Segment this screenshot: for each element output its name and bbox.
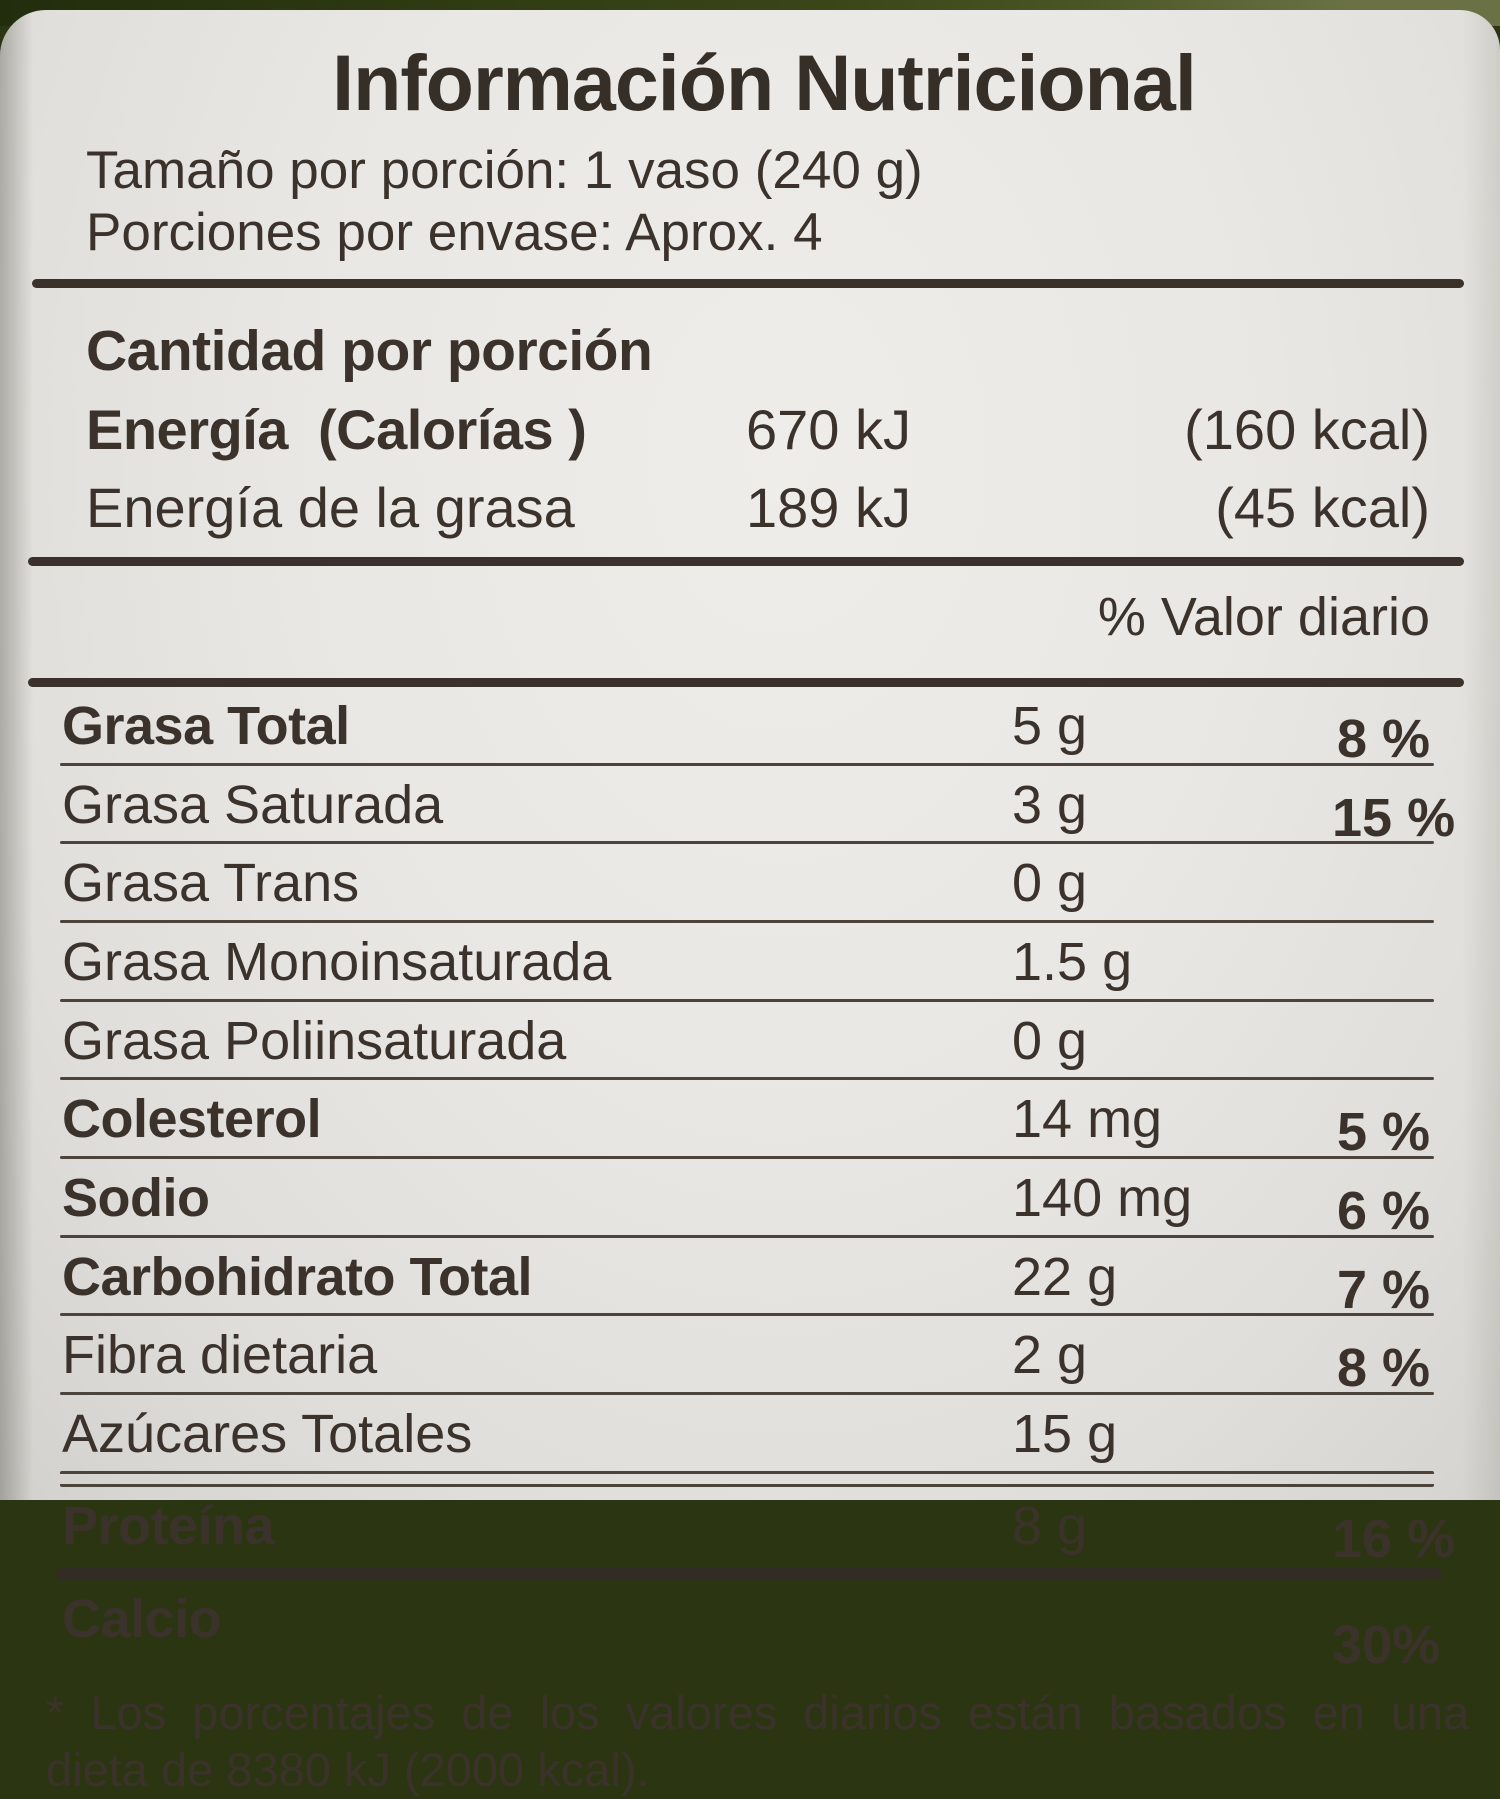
nutrient-name: Grasa Total xyxy=(62,695,350,756)
nutrition-label: Información Nutricional Tamaño por porci… xyxy=(0,10,1500,1796)
divider-thick-1 xyxy=(32,279,1464,289)
nutrient-row: Grasa Total 5 g 8 % xyxy=(58,687,1470,767)
nutrient-dv: 8 % xyxy=(1336,1338,1430,1399)
divider-thick-3 xyxy=(28,677,1464,687)
nutrient-amount: 15 g xyxy=(1012,1404,1118,1465)
nutrient-name: Azúcares Totales xyxy=(62,1404,473,1465)
servings-per-container: Porciones por envase: Aprox. 4 xyxy=(86,202,823,262)
nutrient-row: Azúcares Totales 15 g xyxy=(58,1395,1470,1469)
energy-kj: 670 kJ xyxy=(746,398,911,462)
serving-info: Tamaño por porción: 1 vaso (240 g) Porci… xyxy=(86,140,1470,263)
nutrient-amount: 0 g xyxy=(1012,853,1088,914)
row-divider xyxy=(60,919,1434,923)
nutrient-row: Colesterol 14 mg 5 % xyxy=(58,1080,1470,1160)
row-divider xyxy=(60,1156,1434,1159)
row-divider xyxy=(60,1313,1434,1317)
nutrient-dv: 6 % xyxy=(1336,1181,1430,1241)
serving-size: Tamaño por porción: 1 vaso (240 g) xyxy=(86,141,923,201)
nutrient-amount: 1.5 g xyxy=(1012,931,1133,992)
nutrient-dv: 16 % xyxy=(1332,1508,1456,1569)
nutrient-name: Proteína xyxy=(62,1495,275,1556)
daily-value-header: % Valor diario xyxy=(1097,586,1430,647)
nutrient-amount: 140 mg xyxy=(1012,1168,1193,1228)
nutrient-name: Grasa Poliinsaturada xyxy=(62,1010,567,1071)
nutrient-name: Grasa Saturada xyxy=(62,774,444,835)
nutrient-dv: 15 % xyxy=(1332,787,1456,848)
nutrient-amount: 0 g xyxy=(1012,1010,1088,1071)
energy-row-fat: Energía de la grasa 189 kJ (45 kcal) xyxy=(86,476,1470,540)
nutrient-dv: 5 % xyxy=(1336,1102,1430,1163)
divider-heavy xyxy=(56,1568,1442,1581)
label-title: Información Nutricional xyxy=(332,38,1197,127)
nutrient-dv: 7 % xyxy=(1336,1259,1430,1320)
row-divider xyxy=(60,841,1434,845)
nutrient-amount: 5 g xyxy=(1012,695,1088,756)
row-divider xyxy=(60,1234,1434,1238)
footnote-line-2: dieta de 8380 kJ (2000 kcal). xyxy=(46,1743,650,1797)
nutrient-amount: 3 g xyxy=(1012,774,1088,835)
nutrient-row: Grasa Monoinsaturada 1.5 g xyxy=(58,923,1470,997)
row-divider xyxy=(60,1077,1434,1081)
nutrient-name: Fibra dietaria xyxy=(62,1325,378,1386)
energy-fat-name: Energía de la grasa xyxy=(86,476,575,540)
nutrient-name: Colesterol xyxy=(62,1089,322,1150)
nutrient-amount: 8 g xyxy=(1012,1495,1088,1556)
nutrient-amount: 22 g xyxy=(1012,1246,1118,1307)
energy-row-calories: Energía (Calorías ) 670 kJ (160 kcal) xyxy=(86,398,1470,462)
nutrient-row: Grasa Trans 0 g xyxy=(58,844,1470,918)
divider-thick-2 xyxy=(28,556,1464,566)
nutrient-row: Grasa Poliinsaturada 0 g xyxy=(58,1002,1470,1076)
nutrient-dv: 30% xyxy=(1332,1615,1441,1676)
nutrient-dv: 8 % xyxy=(1336,708,1430,769)
amount-per-serving-header: Cantidad por porción xyxy=(86,319,653,384)
nutrient-name: Grasa Trans xyxy=(62,853,360,914)
energy-fat-kcal: (45 kcal) xyxy=(1215,476,1430,540)
energy-fat-kj: 189 kJ xyxy=(746,476,911,540)
row-divider-double xyxy=(60,1470,1434,1487)
nutrient-amount: 14 mg xyxy=(1012,1089,1163,1150)
nutrient-name: Calcio xyxy=(62,1589,222,1650)
nutrient-row: Calcio 30% xyxy=(58,1580,1470,1673)
nutrient-row: Grasa Saturada 3 g 15 % xyxy=(58,766,1470,845)
nutrient-amount: 2 g xyxy=(1012,1325,1088,1386)
nutrient-row: Fibra dietaria 2 g 8 % xyxy=(58,1316,1470,1396)
footnote-line-1: * Los porcentajes de los valores diarios… xyxy=(46,1686,1470,1740)
nutrient-name: Grasa Monoinsaturada xyxy=(62,931,612,992)
nutrient-name: Carbohidrato Total xyxy=(62,1246,533,1307)
nutrient-row: Proteína 8 g 16 % xyxy=(58,1487,1470,1567)
energy-name: Energía (Calorías ) xyxy=(86,398,587,462)
daily-value-footnote: * Los porcentajes de los valores diarios… xyxy=(46,1684,1470,1799)
row-divider xyxy=(60,1392,1434,1396)
nutrient-row: Sodio 140 mg 6 % xyxy=(58,1159,1470,1239)
row-divider xyxy=(60,762,1434,766)
nutrient-row: Carbohidrato Total 22 g 7 % xyxy=(58,1238,1470,1317)
energy-kcal: (160 kcal) xyxy=(1184,398,1430,462)
nutrient-name: Sodio xyxy=(62,1168,210,1228)
row-divider xyxy=(60,998,1434,1002)
